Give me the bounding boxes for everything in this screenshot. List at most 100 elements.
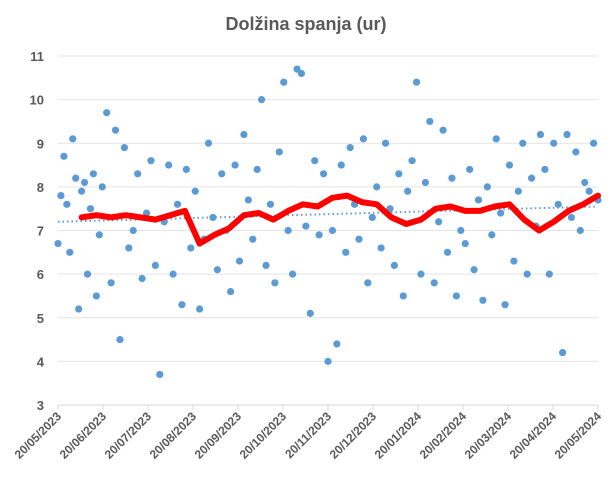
- data-point: [466, 165, 474, 174]
- data-point: [173, 200, 182, 208]
- data-point: [359, 135, 368, 143]
- data-point: [408, 157, 416, 165]
- data-point: [386, 205, 394, 213]
- y-tick-label: 9: [37, 136, 44, 151]
- data-point: [111, 126, 120, 134]
- data-point: [231, 161, 239, 169]
- data-point: [258, 96, 266, 104]
- data-point: [72, 174, 80, 182]
- data-point: [165, 161, 173, 169]
- data-point: [523, 270, 531, 278]
- y-axis-ticks: 3 4 5 6 7 8 9 10 11: [30, 49, 45, 413]
- y-tick-label: 7: [37, 224, 44, 239]
- data-point: [474, 196, 483, 204]
- data-point: [95, 231, 103, 239]
- y-tick-label: 5: [37, 311, 44, 326]
- data-point: [266, 200, 275, 208]
- data-point: [315, 231, 323, 239]
- data-point: [80, 178, 89, 187]
- data-point: [297, 69, 306, 78]
- x-tick-label: 20/04/2024: [507, 409, 560, 462]
- data-point: [364, 279, 372, 287]
- data-point: [519, 139, 527, 147]
- x-tick-label: 20/06/2023: [57, 409, 110, 462]
- data-point: [103, 109, 111, 117]
- data-point: [430, 279, 438, 287]
- data-point: [328, 226, 337, 235]
- data-point: [271, 279, 279, 287]
- data-point: [435, 218, 443, 226]
- data-point: [342, 248, 350, 256]
- data-point: [120, 144, 128, 152]
- data-point: [209, 213, 217, 222]
- y-tick-label: 6: [37, 267, 44, 282]
- data-point: [333, 340, 341, 348]
- data-point: [54, 239, 62, 248]
- x-tick-label: 20/11/2023: [282, 409, 334, 461]
- data-point: [213, 266, 221, 274]
- y-tick-label: 11: [30, 49, 44, 64]
- x-tick-label: 20/05/2024: [552, 409, 605, 462]
- data-point: [187, 244, 195, 252]
- data-point: [169, 270, 177, 278]
- data-point: [125, 244, 133, 252]
- data-point: [178, 301, 186, 309]
- data-point: [412, 78, 421, 86]
- data-point: [505, 161, 514, 169]
- data-point: [510, 257, 518, 265]
- data-point: [92, 292, 100, 300]
- x-tick-label: 20/10/2023: [237, 409, 290, 462]
- gridlines: [58, 55, 598, 362]
- data-point: [293, 65, 301, 73]
- data-point: [541, 165, 549, 174]
- data-point: [567, 213, 576, 222]
- x-axis: 20/05/202320/06/202320/07/202320/08/2023…: [12, 404, 605, 462]
- y-tick-label: 8: [37, 180, 44, 195]
- data-point: [262, 261, 270, 269]
- data-point: [182, 165, 190, 174]
- data-point: [284, 226, 292, 235]
- data-point: [63, 200, 71, 208]
- data-point: [426, 117, 434, 126]
- data-point: [457, 226, 465, 235]
- data-point: [399, 292, 407, 300]
- data-point: [452, 292, 460, 300]
- x-tick-label: 20/01/2024: [372, 409, 425, 462]
- data-point: [377, 244, 385, 252]
- data-point: [558, 349, 567, 357]
- data-point: [311, 157, 319, 165]
- chart-title: Dolžina spanja (ur): [225, 14, 386, 34]
- y-tick-label: 10: [30, 93, 44, 108]
- data-point: [514, 187, 522, 195]
- data-point: [142, 209, 151, 217]
- data-point: [550, 139, 558, 147]
- data-point: [497, 209, 505, 217]
- data-point: [147, 157, 155, 165]
- data-point: [443, 248, 452, 256]
- data-point: [324, 357, 332, 365]
- data-point: [86, 205, 95, 213]
- y-tick-label: 3: [37, 398, 44, 413]
- data-point: [395, 170, 403, 178]
- data-point: [536, 130, 545, 139]
- data-point: [479, 296, 487, 304]
- data-point: [381, 139, 390, 147]
- data-point: [545, 270, 553, 278]
- moving-average-path: [78, 192, 601, 247]
- data-point: [138, 274, 146, 283]
- data-point: [439, 126, 447, 134]
- data-point: [280, 78, 288, 86]
- x-tick-label: 20/03/2024: [462, 409, 515, 462]
- data-point: [492, 135, 500, 143]
- data-point: [585, 187, 593, 195]
- data-point: [337, 161, 345, 169]
- x-tick-label: 20/05/2023: [12, 409, 65, 462]
- data-point: [107, 279, 115, 287]
- data-point: [448, 174, 456, 182]
- data-point: [98, 183, 106, 191]
- data-point: [483, 183, 491, 191]
- data-point: [461, 239, 469, 248]
- x-tick-label: 20/07/2023: [102, 409, 155, 462]
- data-point: [554, 200, 562, 208]
